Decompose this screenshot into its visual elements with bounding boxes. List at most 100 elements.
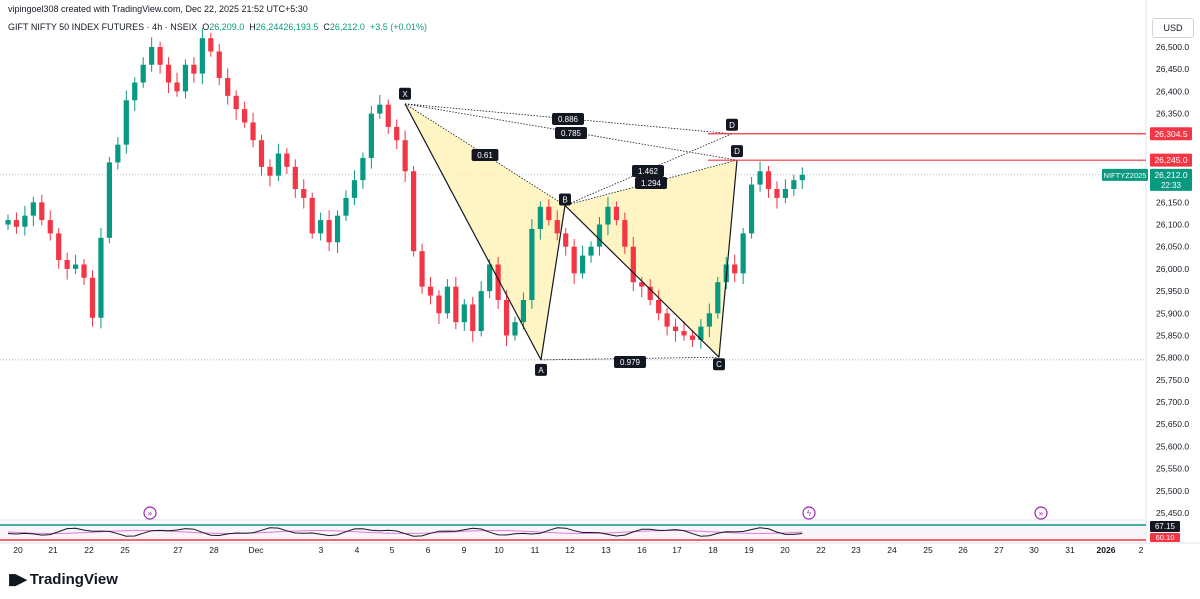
- ratio-label-xb-box: [471, 149, 499, 161]
- time-tick-label: 23: [851, 545, 861, 555]
- candle: [512, 316, 518, 341]
- currency-button[interactable]: USD: [1152, 18, 1194, 38]
- high-value: 26,244: [255, 22, 284, 32]
- time-tick-label: 22: [816, 545, 826, 555]
- candle: [436, 290, 442, 324]
- candle: [39, 194, 45, 226]
- svg-text:»: »: [1039, 509, 1044, 518]
- candle: [301, 179, 307, 209]
- candle: [81, 259, 87, 285]
- candle: [225, 68, 231, 105]
- point-label-x: X: [402, 90, 408, 99]
- time-tick-label: 25: [923, 545, 933, 555]
- candle: [765, 165, 772, 198]
- time-tick-label: 24: [887, 545, 897, 555]
- indicator-pane[interactable]: 67.15 60.10: [0, 521, 1180, 542]
- candle: [411, 165, 417, 257]
- point-label-d2: D: [734, 147, 740, 156]
- symbol-legend[interactable]: GIFT NIFTY 50 INDEX FUTURES · 4h · NSEIX…: [8, 22, 427, 32]
- time-tick-label: 26: [958, 545, 968, 555]
- candle: [13, 212, 20, 234]
- level-price-label: 26,304.5: [1154, 129, 1187, 139]
- candle: [791, 174, 797, 197]
- svg-text:ϟ: ϟ: [806, 509, 811, 518]
- candle: [664, 307, 670, 336]
- last-price-badge: [1150, 168, 1192, 191]
- candle: [596, 216, 603, 256]
- candle: [343, 190, 349, 221]
- candle: [546, 199, 552, 226]
- candle: [672, 319, 679, 342]
- high-label: H: [249, 22, 256, 32]
- candle: [377, 94, 383, 119]
- candle: [444, 279, 450, 319]
- time-tick-label: 22: [84, 545, 94, 555]
- candle: [732, 254, 738, 283]
- point-label-a: A: [538, 366, 544, 375]
- candle: [749, 177, 755, 239]
- time-tick-label: 20: [780, 545, 790, 555]
- time-tick-label: 11: [531, 545, 540, 555]
- candle: [453, 276, 459, 330]
- candle: [757, 161, 763, 192]
- time-tick-label: 19: [744, 545, 754, 555]
- tradingview-logo-icon: ▮▶: [8, 571, 27, 588]
- svg-text:»: »: [148, 509, 153, 518]
- candle: [360, 152, 366, 190]
- candle: [309, 192, 315, 239]
- open-label: O: [202, 22, 210, 32]
- time-tick-label: 16: [637, 545, 647, 555]
- ratio-line-ac: [540, 356, 720, 361]
- event-marker-right[interactable]: »: [1034, 506, 1048, 520]
- candle: [782, 179, 788, 204]
- level-price-label: 26,245.0: [1154, 155, 1187, 165]
- price-axis[interactable]: 26,500.026,450.026,400.026,350.026,300.0…: [1156, 42, 1189, 518]
- price-tick-label: 25,850.0: [1156, 330, 1189, 340]
- candle: [275, 143, 281, 182]
- price-tick-label: 26,150.0: [1156, 197, 1189, 207]
- time-tick-label: 25: [120, 545, 130, 555]
- point-label-d1-box: [726, 118, 738, 131]
- price-tick-label: 25,650.0: [1156, 419, 1189, 429]
- time-tick-label: 21: [48, 545, 58, 555]
- point-label-d2-box: [731, 145, 743, 158]
- candle: [385, 99, 391, 134]
- ratio-label-xd-box: [552, 113, 584, 125]
- candle: [580, 245, 586, 279]
- candle: [706, 303, 712, 338]
- brand[interactable]: ▮▶ TradingView: [8, 570, 118, 589]
- candle: [394, 119, 400, 150]
- indicator-badge-2: [1150, 533, 1180, 542]
- time-tick-label: 27: [173, 545, 183, 555]
- candle: [419, 243, 425, 294]
- ratio-label-bd-box: [635, 177, 667, 189]
- indicator-band: [0, 523, 1146, 541]
- price-tick-label: 26,400.0: [1156, 86, 1189, 96]
- time-axis[interactable]: 20 21 22 25 27 28 Dec 3 4 5 6 9 10 11 12 13 16 17 18 19 20 22…: [13, 545, 1143, 555]
- symbol-name: GIFT NIFTY 50 INDEX FUTURES · 4h · NSEIX: [8, 22, 198, 32]
- candle: [487, 259, 493, 299]
- time-tick-label: 20: [13, 545, 23, 555]
- symbol-badge-label: NIFTYZ2025: [1104, 171, 1147, 180]
- time-tick-label: 18: [708, 545, 718, 555]
- event-marker-mid[interactable]: ϟ: [802, 506, 816, 520]
- candle: [478, 281, 484, 337]
- candle: [470, 296, 476, 342]
- candle: [199, 28, 205, 85]
- candle: [267, 159, 273, 187]
- event-marker-left[interactable]: »: [143, 506, 157, 520]
- horizontal-levels[interactable]: 26,304.5 26,245.0 26,212.022:33 NIFTYZ2025: [708, 127, 1192, 191]
- candle: [368, 106, 374, 169]
- open-value: 26,209.0: [209, 22, 245, 32]
- price-tick-label: 26,050.0: [1156, 242, 1189, 252]
- candle: [774, 181, 780, 209]
- ratio-label-xd1: 0.785: [561, 129, 582, 138]
- candle: [56, 228, 62, 269]
- price-tick-label: 26,100.0: [1156, 220, 1189, 230]
- candle: [165, 57, 172, 94]
- brand-name: TradingView: [29, 570, 118, 588]
- candle: [98, 228, 104, 329]
- leg-cd: [718, 160, 738, 358]
- candle: [30, 197, 36, 227]
